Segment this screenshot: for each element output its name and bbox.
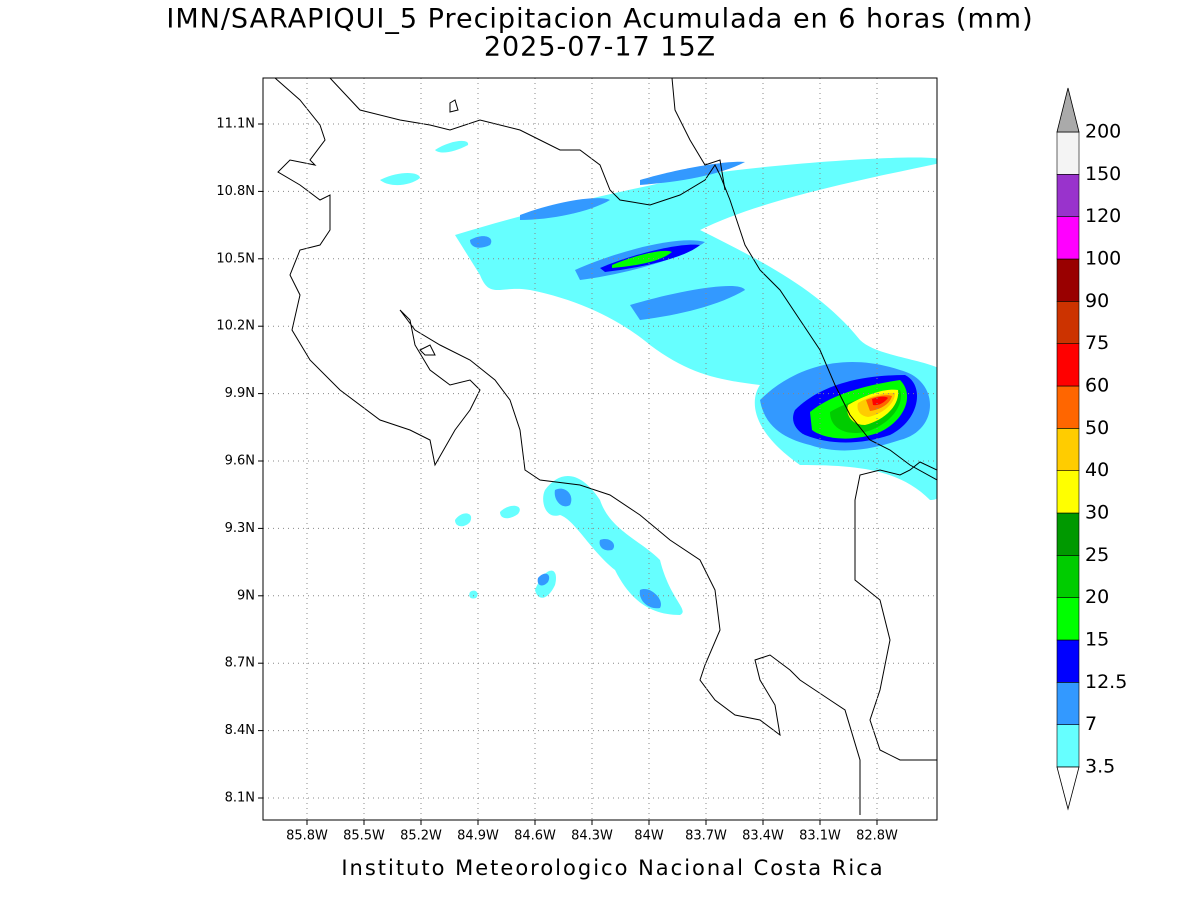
colorbar-box [1056, 512, 1080, 556]
precipitation [380, 140, 937, 615]
y-tick-label: 8.1N [225, 791, 255, 806]
x-tick-label: 84.6W [514, 829, 556, 844]
grid [258, 78, 937, 825]
x-tick-label: 84.3W [571, 829, 613, 844]
colorbar-box [1056, 682, 1080, 725]
y-tick-label: 10.8N [216, 184, 255, 199]
colorbar-label: 60 [1085, 375, 1109, 397]
colorbar-over [1056, 87, 1080, 133]
colorbar: 3.5 7 12.5 15 20 25 30 40 50 60 75 90 100 120 150 200 [1056, 87, 1127, 811]
colorbar-label: 40 [1085, 459, 1109, 481]
colorbar-label: 50 [1085, 417, 1109, 439]
x-tick-label: 85.2W [400, 829, 442, 844]
colorbar-label: 90 [1085, 290, 1109, 312]
y-tick-label: 11.1N [216, 117, 255, 132]
colorbar-label: 30 [1085, 502, 1109, 524]
colorbar-label: 3.5 [1085, 756, 1115, 778]
y-tick-label: 10.2N [216, 319, 255, 334]
colorbar-box [1056, 216, 1080, 260]
x-tick-label: 84.9W [457, 829, 499, 844]
x-tick-label: 83.7W [685, 829, 727, 844]
map [258, 77, 938, 825]
colorbar-box [1056, 428, 1080, 471]
x-tick-label: 85.5W [343, 829, 385, 844]
y-tick-label: 8.4N [225, 723, 255, 738]
colorbar-box [1056, 639, 1080, 683]
y-tick-label: 9N [237, 588, 255, 603]
colorbar-label: 7 [1085, 713, 1097, 735]
colorbar-box [1056, 555, 1080, 598]
colorbar-box [1056, 174, 1080, 217]
colorbar-box [1056, 470, 1080, 514]
colorbar-label: 120 [1085, 205, 1121, 227]
y-tick-label: 9.3N [225, 521, 255, 536]
colorbar-label: 20 [1085, 586, 1109, 608]
y-tick-label: 9.6N [225, 454, 255, 469]
x-tick-label: 84W [634, 829, 664, 844]
y-tick-label: 9.9N [225, 386, 255, 401]
colorbar-under [1056, 766, 1080, 811]
colorbar-label: 25 [1085, 544, 1109, 566]
x-tick-label: 83.4W [742, 829, 784, 844]
colorbar-box [1056, 131, 1080, 175]
coastline [274, 78, 937, 815]
colorbar-label: 12.5 [1085, 671, 1127, 693]
colorbar-label: 15 [1085, 629, 1109, 651]
colorbar-box [1056, 343, 1080, 387]
colorbar-label: 100 [1085, 248, 1121, 270]
colorbar-label: 150 [1085, 163, 1121, 185]
colorbar-box [1056, 301, 1080, 344]
colorbar-box [1056, 724, 1080, 768]
map-frame [262, 77, 938, 821]
footer: Instituto Meteorologico Nacional Costa R… [341, 856, 884, 880]
colorbar-label: 200 [1085, 121, 1121, 143]
colorbar-box [1056, 597, 1080, 641]
x-tick-label: 82.8W [856, 829, 898, 844]
x-tick-label: 83.1W [799, 829, 841, 844]
y-tick-label: 10.5N [216, 251, 255, 266]
subtitle: 2025-07-17 15Z [484, 32, 716, 63]
colorbar-label: 75 [1085, 332, 1109, 354]
title: IMN/SARAPIQUI_5 Precipitacion Acumulada … [166, 4, 1033, 35]
x-tick-label: 85.8W [286, 829, 328, 844]
colorbar-box [1056, 385, 1080, 429]
y-tick-label: 8.7N [225, 656, 255, 671]
colorbar-box [1056, 258, 1080, 302]
